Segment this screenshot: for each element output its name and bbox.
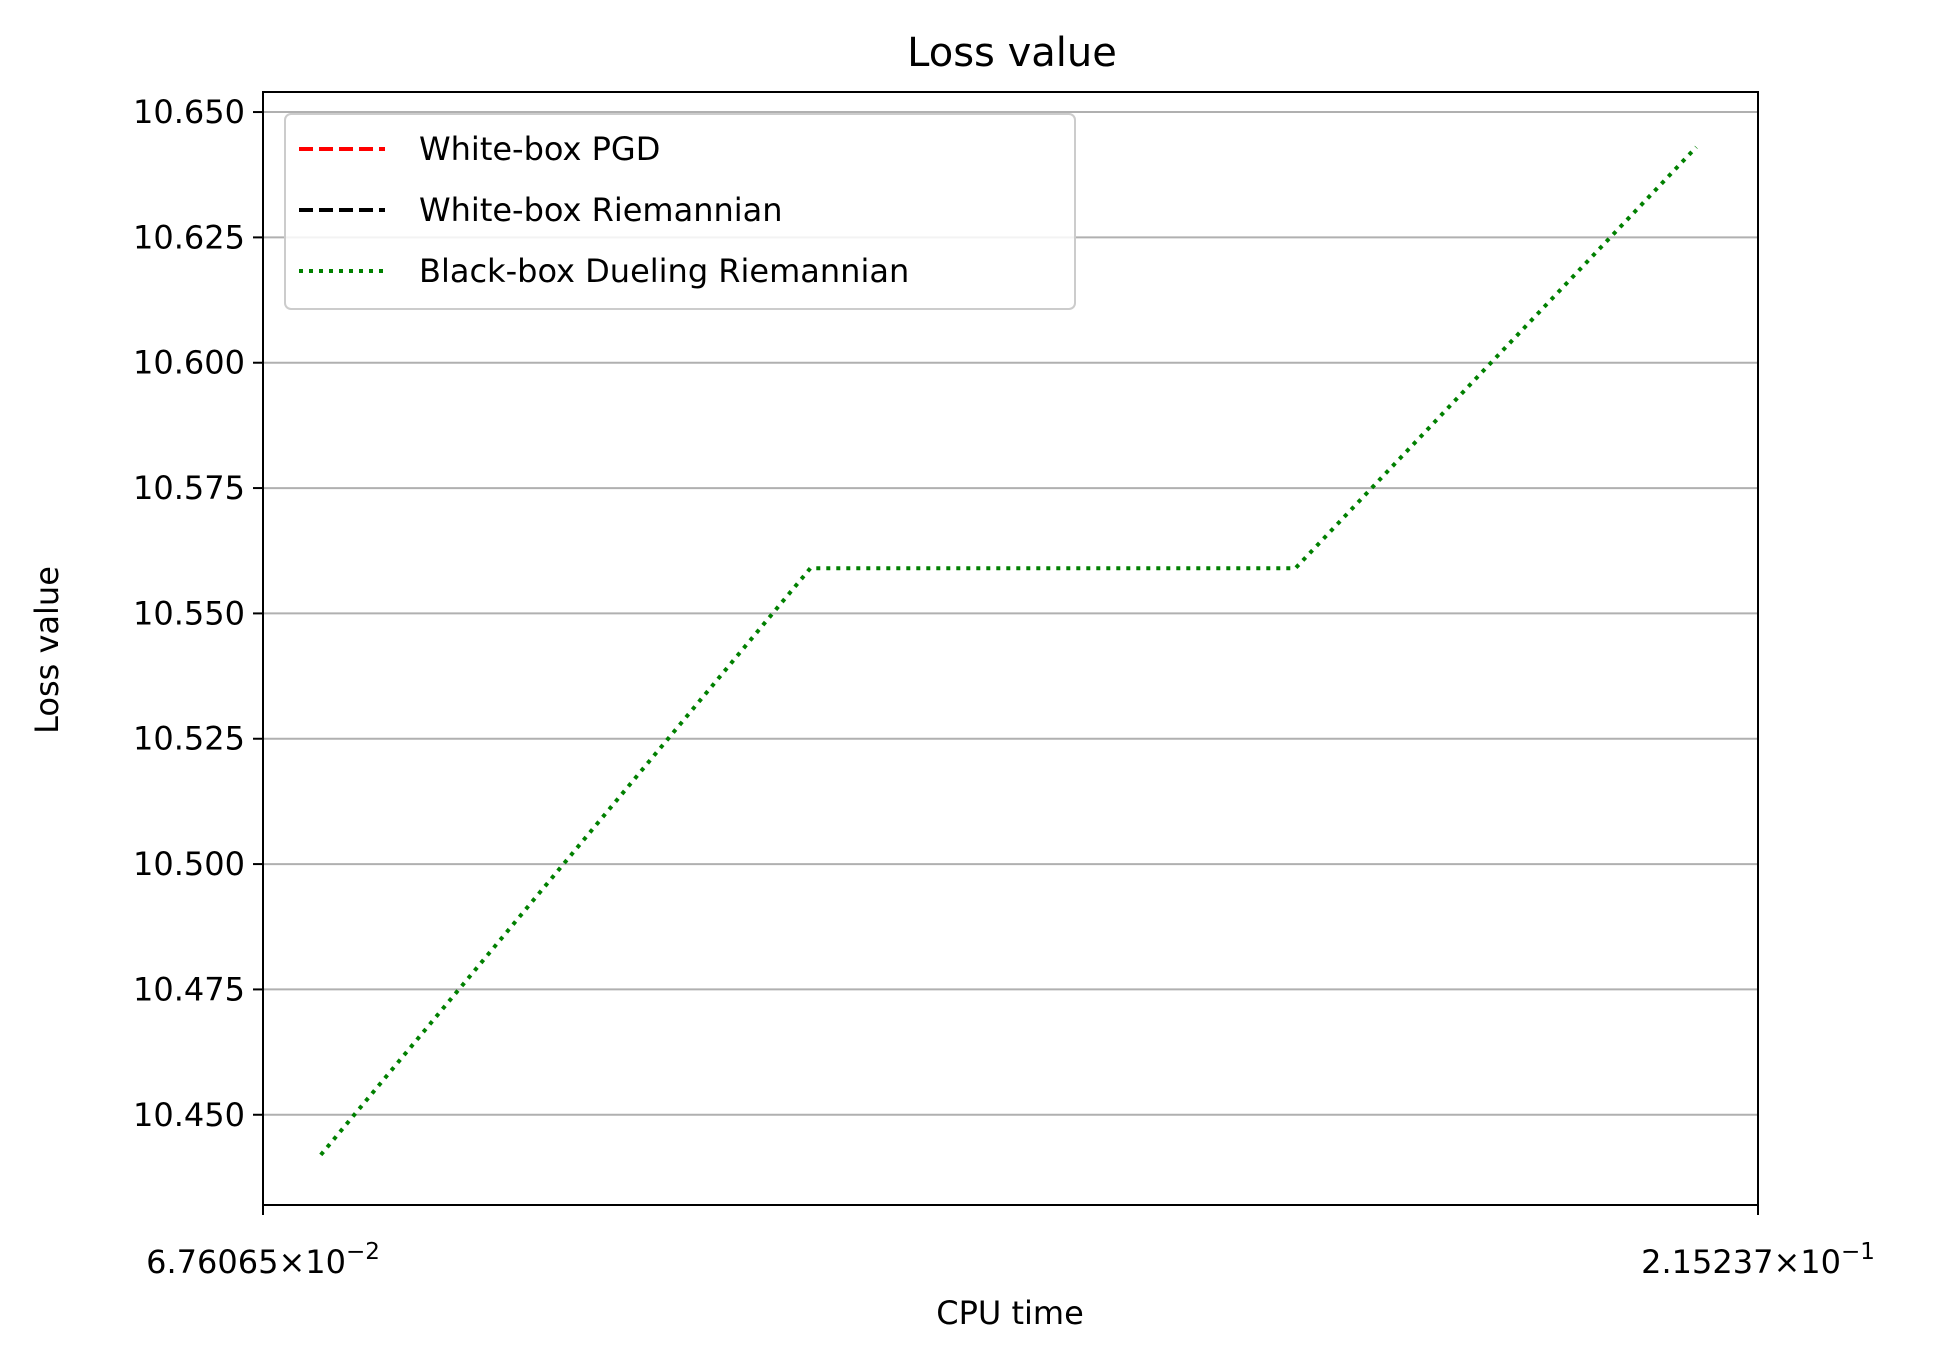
legend: White-box PGD White-box Riemannian Black-b… [284,113,1076,310]
x-tick-label: 6.76065×10−2 [146,1239,380,1281]
x-axis: 6.76065×10−2 2.15237×10−1 [146,1205,1875,1281]
y-tick-label: 10.525 [133,720,245,758]
plot-frame [262,91,1759,1206]
legend-label: Black-box Dueling Riemannian [419,252,909,290]
y-tick-label: 10.450 [133,1096,245,1134]
y-axis: 10.450 10.475 10.500 10.525 10.550 10.575 10.6… [133,93,263,1134]
grid-lines [263,111,1758,1116]
y-tick-label: 10.600 [133,344,245,382]
legend-box [284,113,1076,310]
series-line-2 [319,145,1698,1157]
y-tick-label: 10.575 [133,469,245,507]
y-tick-label: 10.625 [133,218,245,256]
x-axis-label: CPU time [936,1294,1084,1332]
y-tick-label: 10.475 [133,970,245,1008]
series-lines [319,145,1698,1157]
y-axis-label: Loss value [28,566,66,734]
y-tick-label: 10.500 [133,845,245,883]
y-tick-label: 10.650 [133,93,245,131]
legend-label: White-box PGD [419,130,660,168]
y-tick-label: 10.550 [133,594,245,632]
x-tick-label: 2.15237×10−1 [1641,1239,1875,1281]
chart-title: Loss value [907,30,1117,76]
legend-label: White-box Riemannian [419,191,783,229]
